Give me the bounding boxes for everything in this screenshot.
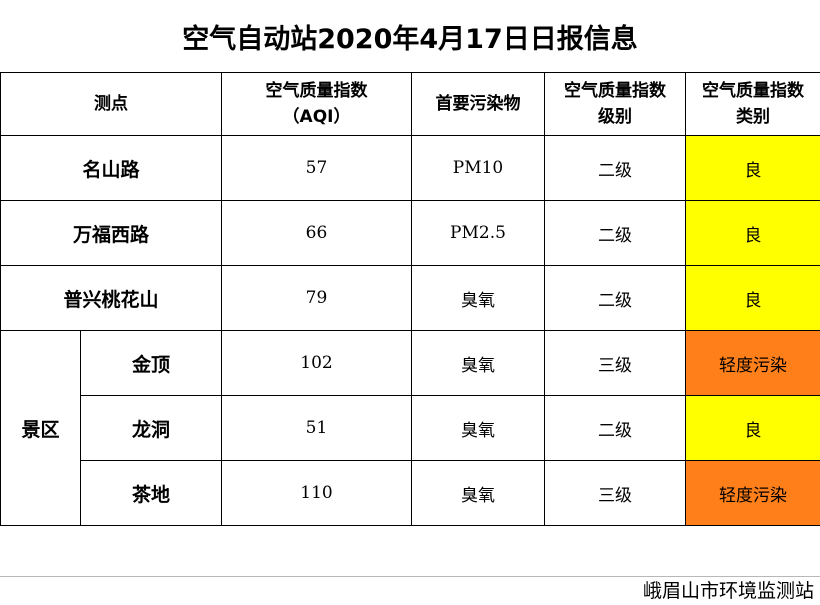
table-row: 龙洞 51 臭氧 二级 良	[1, 395, 820, 461]
station-name: 万福西路	[0, 200, 222, 266]
level-value: 二级	[544, 200, 686, 266]
aqi-report-table: 测点 空气质量指数 （AQI） 首要污染物 空气质量指数 级别 空气质量指数 类别 名…	[0, 72, 820, 526]
header-aqi-line1: 空气质量指数	[265, 81, 368, 101]
pollutant-value: PM10	[411, 135, 545, 201]
header-level: 空气质量指数 级别	[544, 72, 686, 136]
header-row: 测点 空气质量指数 （AQI） 首要污染物 空气质量指数 级别 空气质量指数 类别	[0, 72, 820, 136]
aqi-value: 102	[221, 330, 412, 396]
aqi-value: 79	[221, 265, 412, 331]
pollutant-value: 臭氧	[411, 265, 545, 331]
category-badge: 良	[685, 135, 820, 201]
pollutant-value: 臭氧	[411, 395, 545, 461]
category-badge: 良	[685, 265, 820, 331]
header-level-line1: 空气质量指数	[564, 81, 666, 101]
header-category-line2: 类别	[736, 107, 770, 127]
header-station: 测点	[0, 72, 222, 136]
station-name: 普兴桃花山	[0, 265, 222, 331]
level-value: 二级	[544, 265, 686, 331]
station-name: 茶地	[80, 460, 222, 526]
table-row: 名山路 57 PM10 二级 良	[0, 135, 820, 201]
header-pollutant: 首要污染物	[411, 72, 545, 136]
header-level-line2: 级别	[598, 107, 632, 127]
table-row: 普兴桃花山 79 臭氧 二级 良	[0, 265, 820, 331]
pollutant-value: PM2.5	[411, 200, 545, 266]
footer-organization: 峨眉山市环境监测站	[642, 580, 814, 602]
aqi-value: 51	[221, 395, 412, 461]
header-category-line1: 空气质量指数	[702, 81, 804, 101]
pollutant-value: 臭氧	[411, 330, 545, 396]
pollutant-value: 臭氧	[411, 460, 545, 526]
station-name: 金顶	[80, 330, 222, 396]
header-aqi-line2: （AQI）	[282, 107, 351, 127]
page-title: 空气自动站2020年4月17日日报信息	[182, 23, 638, 55]
table-row: 茶地 110 臭氧 三级 轻度污染	[1, 460, 820, 526]
aqi-value: 110	[221, 460, 412, 526]
station-name: 龙洞	[80, 395, 222, 461]
category-badge: 轻度污染	[685, 330, 820, 396]
category-badge: 轻度污染	[685, 460, 820, 526]
station-name: 名山路	[0, 135, 222, 201]
level-value: 二级	[544, 135, 686, 201]
level-value: 三级	[544, 460, 686, 526]
level-value: 二级	[544, 395, 686, 461]
level-value: 三级	[544, 330, 686, 396]
header-aqi: 空气质量指数 （AQI）	[221, 72, 412, 136]
table-row: 万福西路 66 PM2.5 二级 良	[0, 200, 820, 266]
scenic-group-label: 景区	[0, 330, 81, 526]
category-badge: 良	[685, 200, 820, 266]
footer-divider	[0, 576, 820, 577]
aqi-value: 66	[221, 200, 412, 266]
header-category: 空气质量指数 类别	[685, 72, 820, 136]
table-row: 景区 金顶 102 臭氧 三级 轻度污染	[0, 330, 820, 526]
category-badge: 良	[685, 395, 820, 461]
aqi-value: 57	[221, 135, 412, 201]
